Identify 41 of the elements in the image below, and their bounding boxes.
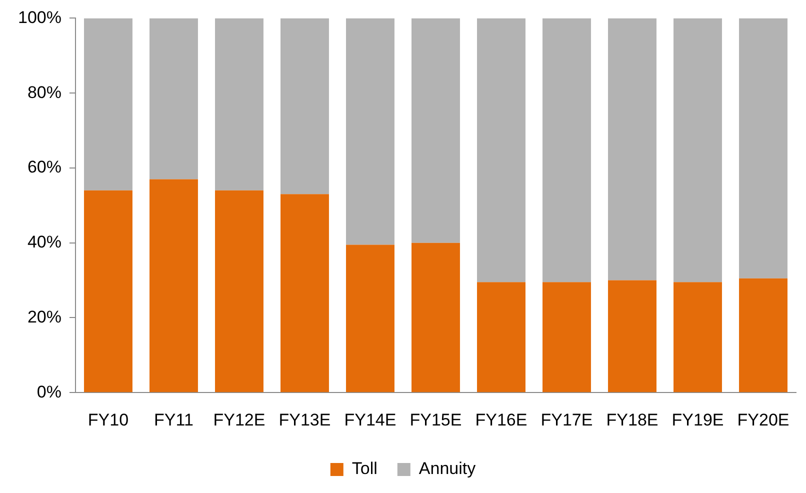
y-tick-label: 20% (27, 307, 62, 326)
bar (84, 190, 132, 392)
bar (346, 244, 394, 392)
y-tick-label: 0% (36, 382, 62, 402)
bar (280, 18, 329, 194)
bar (149, 18, 198, 180)
y-tick-label: 40% (27, 232, 62, 252)
legend-label: Annuity (418, 459, 476, 478)
x-tick-label: FY12E (213, 410, 266, 430)
y-tick-label: 100% (18, 8, 62, 27)
bar (674, 18, 722, 282)
bar (477, 18, 526, 282)
bar (215, 18, 264, 190)
bar (412, 18, 460, 243)
bar (149, 179, 198, 392)
x-tick-label: FY20E (737, 410, 790, 430)
x-tick-label: FY15E (410, 410, 462, 430)
bar (215, 190, 264, 392)
bar (674, 282, 722, 392)
y-tick-label: 60% (27, 158, 62, 177)
legend-label: Toll (352, 459, 378, 478)
x-tick-label: FY14E (344, 410, 396, 430)
y-tick-label: 80% (27, 82, 62, 102)
bar (739, 278, 788, 392)
bar (542, 282, 591, 392)
x-tick-label: FY16E (475, 410, 528, 430)
x-tick-label: FY13E (278, 410, 331, 430)
bar (542, 18, 591, 282)
bar (346, 18, 394, 245)
bar (84, 18, 132, 190)
bar (280, 194, 329, 392)
x-tick-label: FY10 (88, 410, 129, 430)
x-tick-label: FY11 (154, 410, 194, 430)
x-tick-label: FY17E (540, 410, 593, 430)
bar (608, 280, 656, 392)
x-tick-label: FY19E (672, 410, 724, 430)
bar (477, 282, 526, 392)
bar (412, 242, 460, 392)
x-tick-label: FY18E (606, 410, 658, 430)
bar (608, 18, 656, 280)
bar (739, 18, 788, 278)
